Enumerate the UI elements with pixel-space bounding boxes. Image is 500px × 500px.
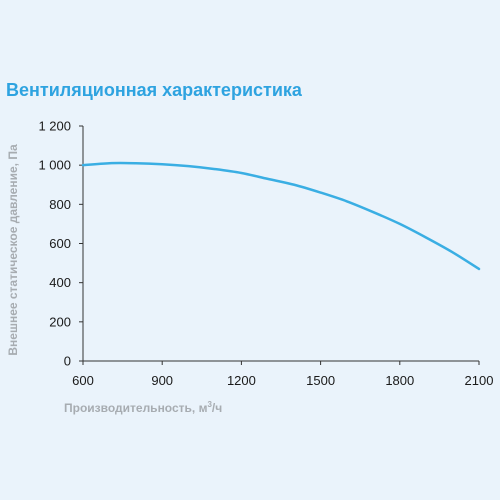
series-line [81, 161, 481, 271]
y-tick-label: 800 [49, 197, 71, 212]
x-tick-label: 1200 [227, 373, 256, 388]
y-tick-label: 1 200 [38, 119, 71, 134]
x-axis-label-unit: /ч [211, 401, 223, 415]
x-axis-label-superscript: 3 [207, 400, 212, 409]
y-tick-label: 600 [49, 236, 71, 251]
chart-ticks: 0 200 400 600 800 1 000 1 200 600 900 1200 1500 180… [38, 119, 493, 389]
x-axis-label: Производительность, м3/ч [64, 400, 222, 415]
chart-lines [81, 161, 481, 271]
y-tick-label: 0 [64, 354, 71, 369]
x-tick-label: 600 [72, 373, 94, 388]
y-tick-label: 1 000 [38, 158, 71, 173]
x-tick-label: 2100 [465, 373, 494, 388]
y-tick-label: 400 [49, 275, 71, 290]
x-axis-label-text: Производительность, м [64, 401, 208, 415]
chart-axes [82, 126, 479, 362]
x-tick-label: 1500 [306, 373, 335, 388]
x-tick-label: 900 [151, 373, 173, 388]
chart-title: Вентиляционная характеристика [6, 80, 302, 100]
x-tick-label: 1800 [385, 373, 414, 388]
y-tick-label: 200 [49, 314, 71, 329]
